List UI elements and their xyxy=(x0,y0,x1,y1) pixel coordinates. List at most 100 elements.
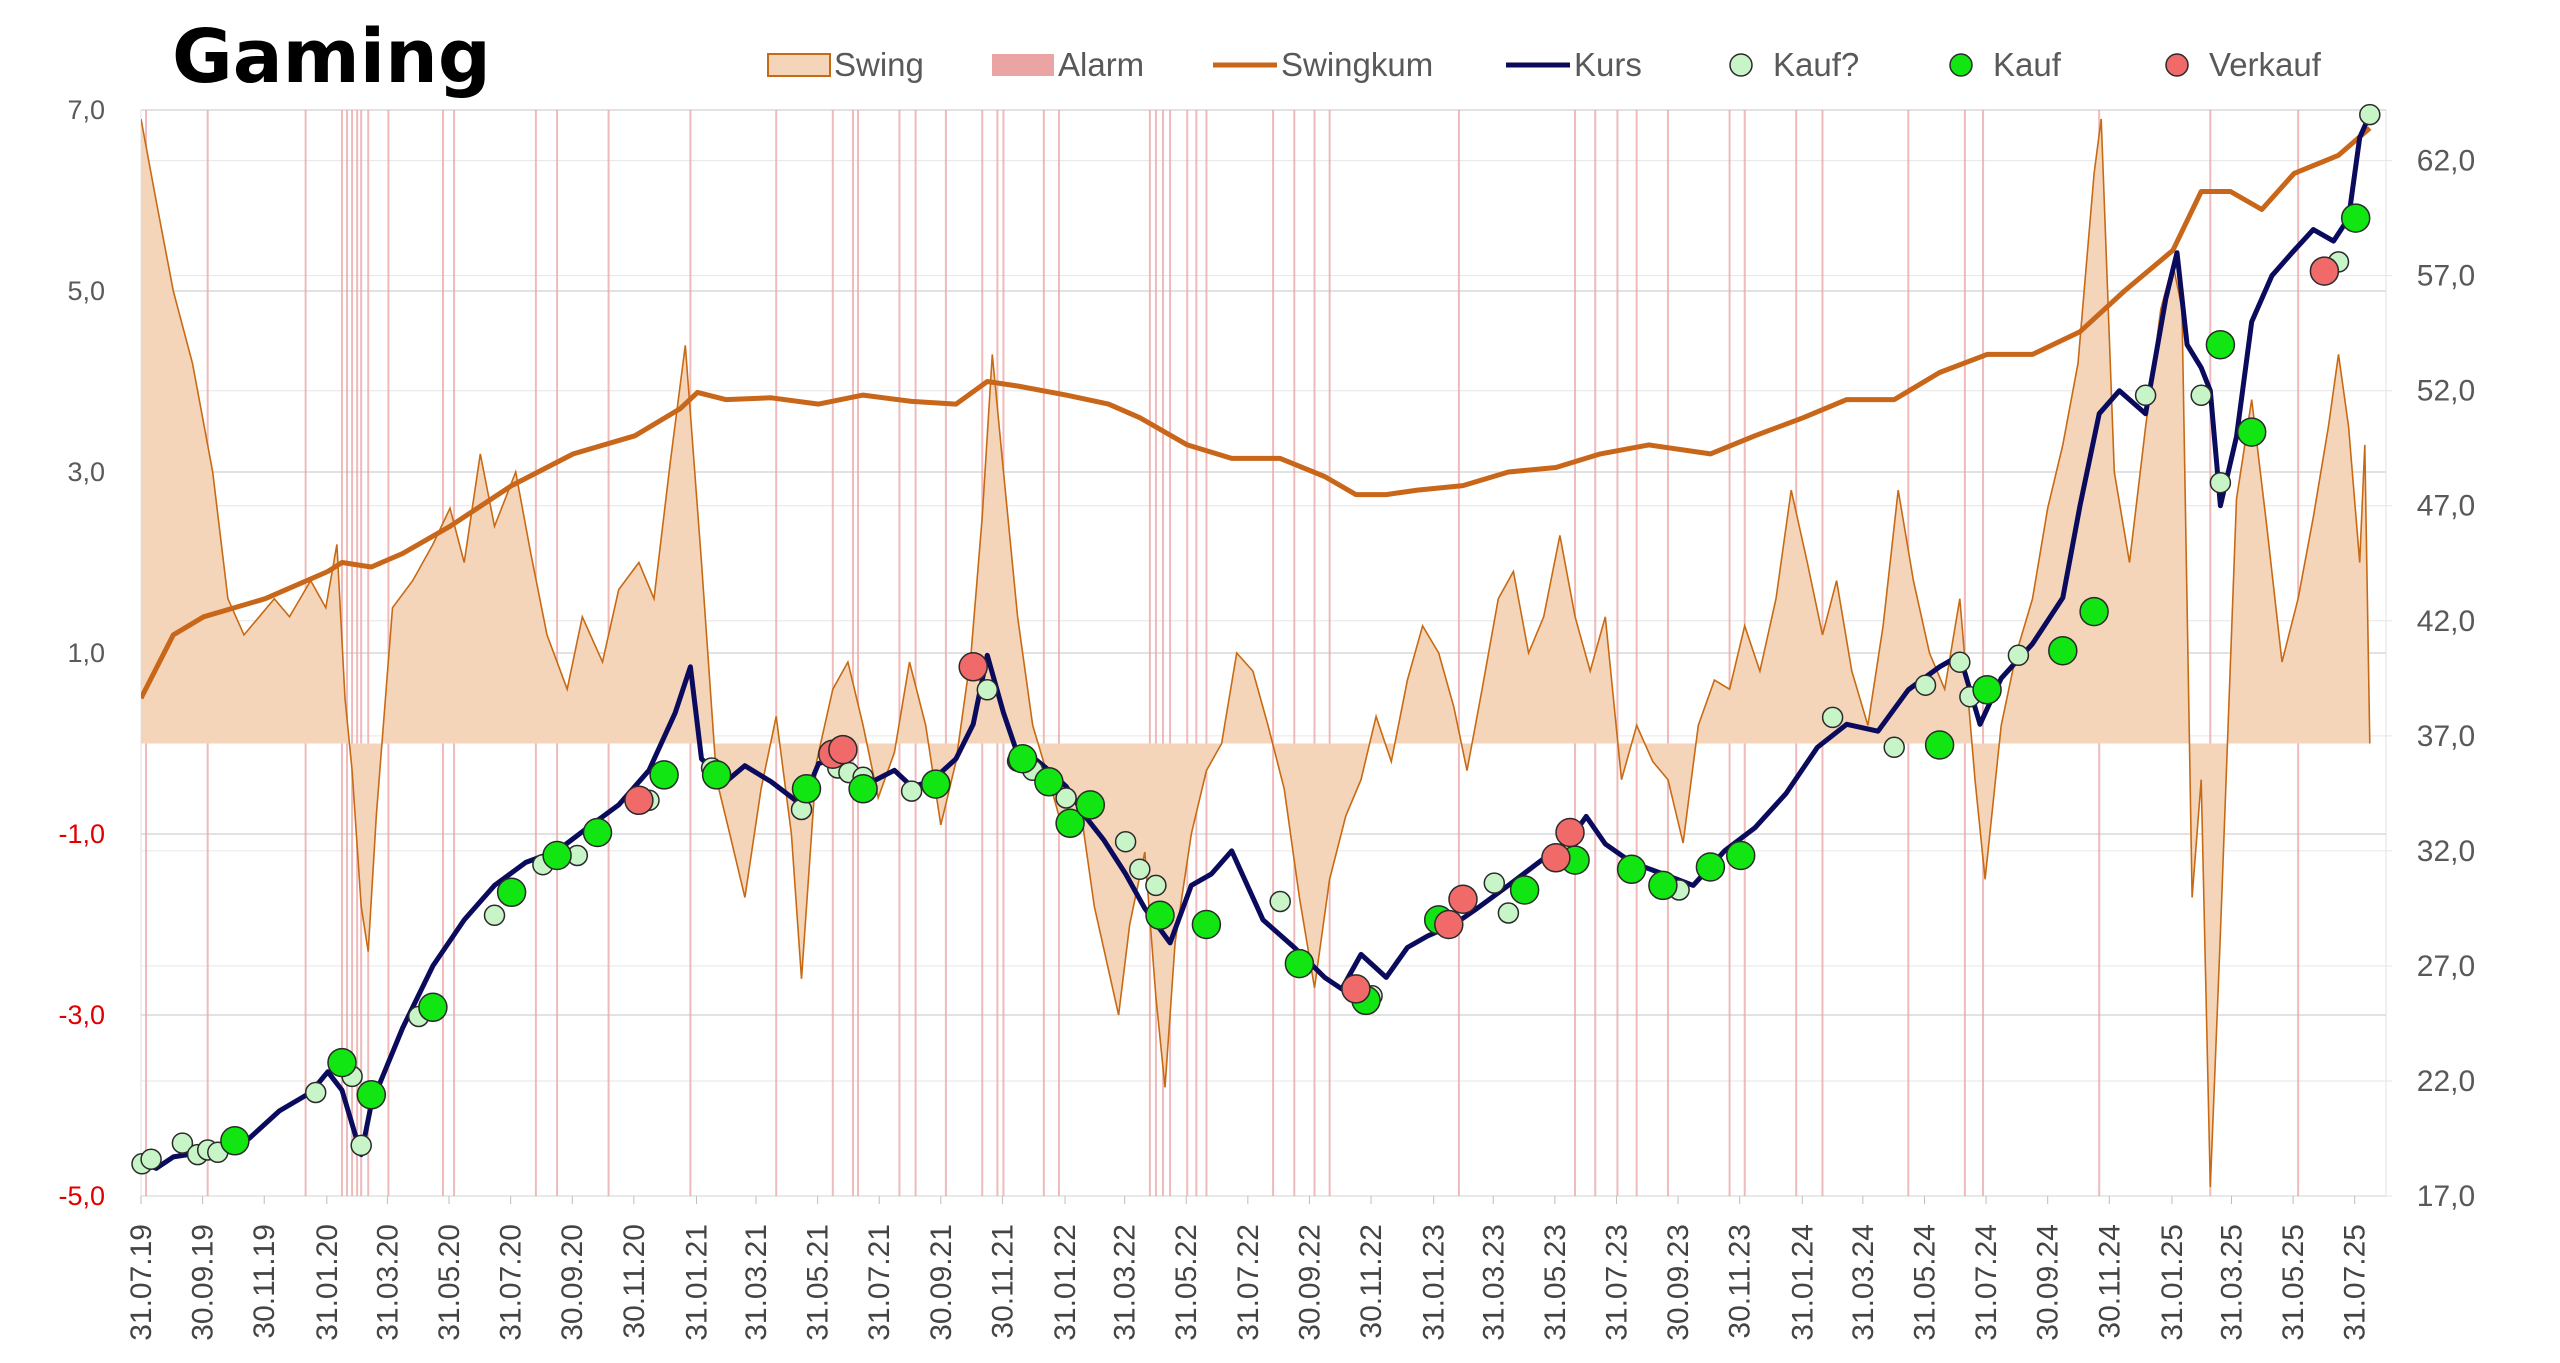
kauf-marker xyxy=(327,1047,357,1078)
kauf-marker xyxy=(649,760,679,790)
kauf-marker xyxy=(496,877,527,908)
kauf-fraglich-marker xyxy=(1483,872,1506,894)
legend-swatch-alarm xyxy=(992,54,1054,76)
y-left-tick-label: -1,0 xyxy=(58,819,105,849)
x-tick-label: 31.03.23 xyxy=(1477,1224,1510,1341)
legend-swatch-kauf xyxy=(1949,53,1973,77)
kauf-fraglich-marker xyxy=(304,1081,327,1104)
kauf-marker xyxy=(2236,417,2267,447)
x-tick-label: 31.07.20 xyxy=(495,1224,528,1341)
y-right-tick-label: 62,0 xyxy=(2417,145,2475,178)
y-left-tick-label: 5,0 xyxy=(67,276,105,306)
y-left-tick-label: 7,0 xyxy=(67,95,105,125)
legend-item: Swingkum xyxy=(1213,46,1433,83)
x-tick-label: 31.01.21 xyxy=(680,1224,713,1341)
verkauf-marker xyxy=(1555,817,1585,848)
kauf-marker xyxy=(1055,808,1085,839)
y-right-tick-label: 42,0 xyxy=(2417,605,2475,638)
kauf-marker xyxy=(2205,329,2236,360)
kauf-fraglich-marker xyxy=(1949,651,1971,673)
kurs-line xyxy=(141,113,2373,1171)
kauf-fraglich-marker xyxy=(2209,471,2232,494)
x-tick-label: 31.03.20 xyxy=(371,1224,404,1341)
kauf-marker xyxy=(848,774,878,804)
y-left-tick-label: 3,0 xyxy=(67,457,105,487)
legend-swatch-verkauf xyxy=(2165,53,2189,77)
kauf-marker xyxy=(1145,900,1175,931)
kauf-marker xyxy=(2048,635,2078,666)
kauf-marker xyxy=(1695,852,1726,882)
kauf-marker xyxy=(220,1126,250,1156)
y-right-tick-label: 57,0 xyxy=(2417,260,2475,293)
x-tick-label: 30.11.22 xyxy=(1355,1224,1388,1339)
y-left-tick-label: -5,0 xyxy=(58,1181,105,1211)
chart-title: Gaming xyxy=(172,14,491,100)
x-tick-label: 31.01.24 xyxy=(1786,1224,1819,1341)
y-left-tick-label: -3,0 xyxy=(58,1000,105,1030)
swing-line xyxy=(141,118,2371,1188)
legend-label: Verkauf xyxy=(2209,46,2322,83)
kauf-marker xyxy=(791,774,822,804)
y-right-tick-label: 27,0 xyxy=(2417,950,2475,983)
x-tick-label: 30.09.20 xyxy=(556,1224,589,1341)
legend-item: Swing xyxy=(767,46,924,83)
verkauf-marker xyxy=(2309,256,2340,286)
kauf-marker xyxy=(1075,790,1106,820)
x-tick-label: 31.07.24 xyxy=(1970,1224,2003,1341)
x-tick-label: 30.09.22 xyxy=(1294,1224,1327,1341)
legend-item: Verkauf xyxy=(2165,46,2322,83)
kauf-fraglich-marker xyxy=(2190,384,2212,407)
verkauf-marker xyxy=(624,785,654,816)
kauf-fraglich-marker xyxy=(1129,858,1151,881)
kauf-fraglich-marker xyxy=(2134,384,2157,407)
legend-label: Alarm xyxy=(1058,46,1144,83)
kauf-fraglich-marker xyxy=(1269,890,1291,913)
kauf-fraglich-marker xyxy=(900,780,923,802)
x-tick-label: 31.05.24 xyxy=(1909,1224,1942,1341)
kauf-fraglich-marker xyxy=(140,1148,162,1170)
legend-label: Kauf xyxy=(1993,46,2062,83)
x-tick-label: 31.03.21 xyxy=(740,1224,773,1341)
x-tick-label: 31.05.22 xyxy=(1170,1224,1203,1341)
x-tick-label: 31.05.23 xyxy=(1539,1224,1572,1341)
legend-item: Kurs xyxy=(1506,46,1642,83)
kauf-fraglich-marker xyxy=(1497,902,1520,924)
kauf-fraglich-marker xyxy=(1883,736,1905,759)
kauf-fraglich-marker xyxy=(1114,830,1137,853)
x-tick-label: 30.11.24 xyxy=(2093,1224,2126,1339)
kauf-marker xyxy=(1924,730,1955,760)
verkauf-marker xyxy=(1434,909,1464,940)
y-right-tick-label: 37,0 xyxy=(2417,720,2475,753)
y-right-tick-label: 17,0 xyxy=(2417,1180,2475,1213)
kauf-marker xyxy=(2079,596,2109,627)
y-right-tick-label: 22,0 xyxy=(2417,1065,2475,1098)
x-tick-label: 30.11.23 xyxy=(1724,1224,1757,1339)
x-tick-label: 31.01.22 xyxy=(1049,1224,1082,1341)
legend-label: Swingkum xyxy=(1281,46,1433,83)
x-tick-label: 30.11.20 xyxy=(618,1224,651,1339)
verkauf-marker xyxy=(1448,884,1478,914)
kauf-marker xyxy=(701,760,732,790)
kauf-fraglich-marker xyxy=(171,1132,194,1154)
kauf-marker xyxy=(542,840,572,871)
legend-label: Kurs xyxy=(1574,46,1642,83)
swing-area xyxy=(141,119,2370,1187)
y-right-tick-label: 52,0 xyxy=(2417,375,2475,408)
legend-item: Alarm xyxy=(992,46,1144,83)
verkauf-marker xyxy=(958,652,988,682)
kauf-fraglich-marker xyxy=(2359,103,2381,126)
kauf-marker xyxy=(1191,909,1222,940)
kauf-marker xyxy=(582,817,613,848)
legend-item: Kauf? xyxy=(1729,46,1859,83)
kauf-marker xyxy=(1972,675,2002,705)
legend-item: Kauf xyxy=(1949,46,2062,83)
kauf-marker xyxy=(921,769,951,799)
x-tick-label: 31.07.23 xyxy=(1601,1224,1634,1341)
x-tick-label: 31.03.25 xyxy=(2216,1224,2249,1341)
kauf-marker xyxy=(2340,203,2371,233)
x-tick-label: 31.07.25 xyxy=(2339,1224,2372,1341)
kauf-marker xyxy=(356,1080,387,1110)
kauf-marker xyxy=(1648,870,1678,901)
kauf-fraglich-marker xyxy=(2007,644,2030,667)
